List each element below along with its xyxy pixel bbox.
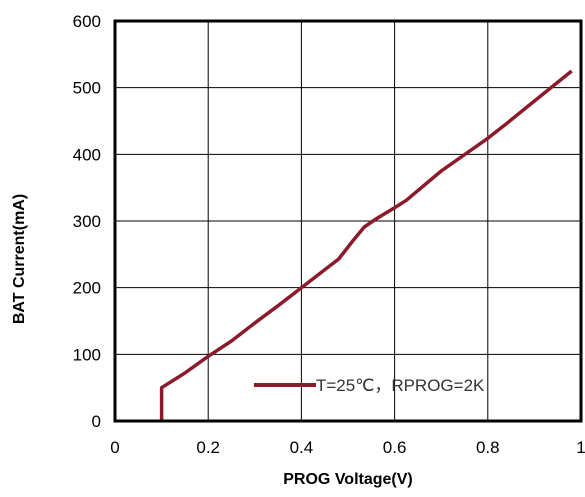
y-tick-label: 600 (73, 12, 101, 31)
y-tick-label: 300 (73, 212, 101, 231)
x-tick-label: 1 (576, 438, 585, 457)
x-tick-label: 0.8 (476, 438, 500, 457)
y-tick-label: 0 (92, 412, 101, 431)
series-layer (159, 69, 573, 421)
y-tick-label: 200 (73, 279, 101, 298)
plot-frame (113, 19, 583, 423)
x-tick-label: 0.4 (290, 438, 314, 457)
x-tick-label: 0.6 (383, 438, 407, 457)
x-tick-label: 0 (110, 438, 119, 457)
y-tick-label: 100 (73, 345, 101, 364)
y-tick-label: 400 (73, 145, 101, 164)
y-axis-title: BAT Current(mA) (11, 194, 28, 324)
x-tick-label: 0.2 (196, 438, 220, 457)
y-tick-label: 500 (73, 79, 101, 98)
series-line (159, 69, 573, 421)
legend: T=25℃，RPROG=2K (254, 376, 485, 395)
grid (115, 21, 581, 421)
legend-label: T=25℃，RPROG=2K (316, 376, 485, 395)
tick-labels: 0 0.2 0.4 0.6 0.8 1 0 100 200 300 400 500 600 (73, 12, 585, 457)
x-axis-title: PROG Voltage(V) (283, 471, 413, 488)
